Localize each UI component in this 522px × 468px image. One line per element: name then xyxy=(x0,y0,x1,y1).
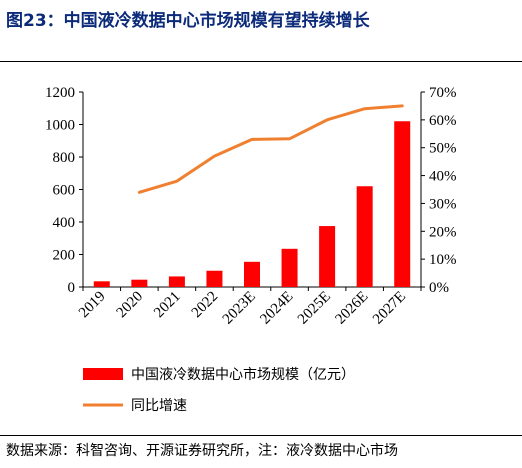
chart: 0 200 400 600 800 1000 1200 0% 10% 20% 30% 40% 50% 60… xyxy=(45,85,457,414)
growth-line xyxy=(137,104,404,194)
top-rule xyxy=(0,61,522,62)
x-tick-label: 2025E xyxy=(295,289,334,328)
y-right-tick-label: 10% xyxy=(429,252,457,268)
y-right-tick-label: 60% xyxy=(429,113,457,129)
x-tick-label: 2027E xyxy=(370,289,409,328)
line-series xyxy=(137,104,404,194)
y-left-tick-label: 1200 xyxy=(45,85,75,101)
legend: 中国液冷数据中心市场规模（亿元） 同比增速 xyxy=(83,366,355,414)
bar xyxy=(356,186,373,287)
bar xyxy=(281,248,298,287)
x-tick-label: 2024E xyxy=(257,289,296,328)
x-tick-label: 2023E xyxy=(220,289,259,328)
y-left-tick-label: 0 xyxy=(68,280,76,296)
y-right-tick-label: 30% xyxy=(429,196,457,212)
figure-title: 图23：中国液冷数据中心市场规模有望持续增长 xyxy=(6,11,370,31)
y-right-tick-label: 20% xyxy=(429,224,457,240)
bottom-rule xyxy=(0,435,522,436)
bar xyxy=(319,226,336,287)
y-left-tick-label: 400 xyxy=(53,215,76,231)
y-left-tick-label: 800 xyxy=(53,150,76,166)
bar xyxy=(168,276,185,287)
bar xyxy=(93,281,110,287)
x-tick-label: 2020 xyxy=(114,289,147,322)
bar xyxy=(244,261,260,287)
y-right-tick-label: 70% xyxy=(429,85,457,101)
bar xyxy=(206,270,223,287)
y-left-tick-label: 200 xyxy=(53,248,76,264)
y-right-tick-label: 0% xyxy=(429,280,449,296)
legend-label-line: 同比增速 xyxy=(131,398,187,414)
bar xyxy=(394,121,411,287)
y-right-tick-label: 40% xyxy=(429,169,457,185)
x-tick-label: 2026E xyxy=(332,289,371,328)
legend-swatch-bar xyxy=(83,368,123,380)
bar-series xyxy=(93,121,411,287)
bar xyxy=(131,279,148,287)
source-note: 数据来源：科智咨询、开源证券研究所，注：液冷数据中心市场 xyxy=(6,443,398,459)
y-right-tick-label: 50% xyxy=(429,141,457,157)
y-left-tick-label: 600 xyxy=(53,183,76,199)
legend-label-bar: 中国液冷数据中心市场规模（亿元） xyxy=(131,366,355,383)
x-tick-label: 2019 xyxy=(76,289,109,322)
x-tick-label: 2022 xyxy=(189,289,222,322)
y-left-tick-label: 1000 xyxy=(45,118,75,134)
x-tick-label: 2021 xyxy=(151,289,184,322)
